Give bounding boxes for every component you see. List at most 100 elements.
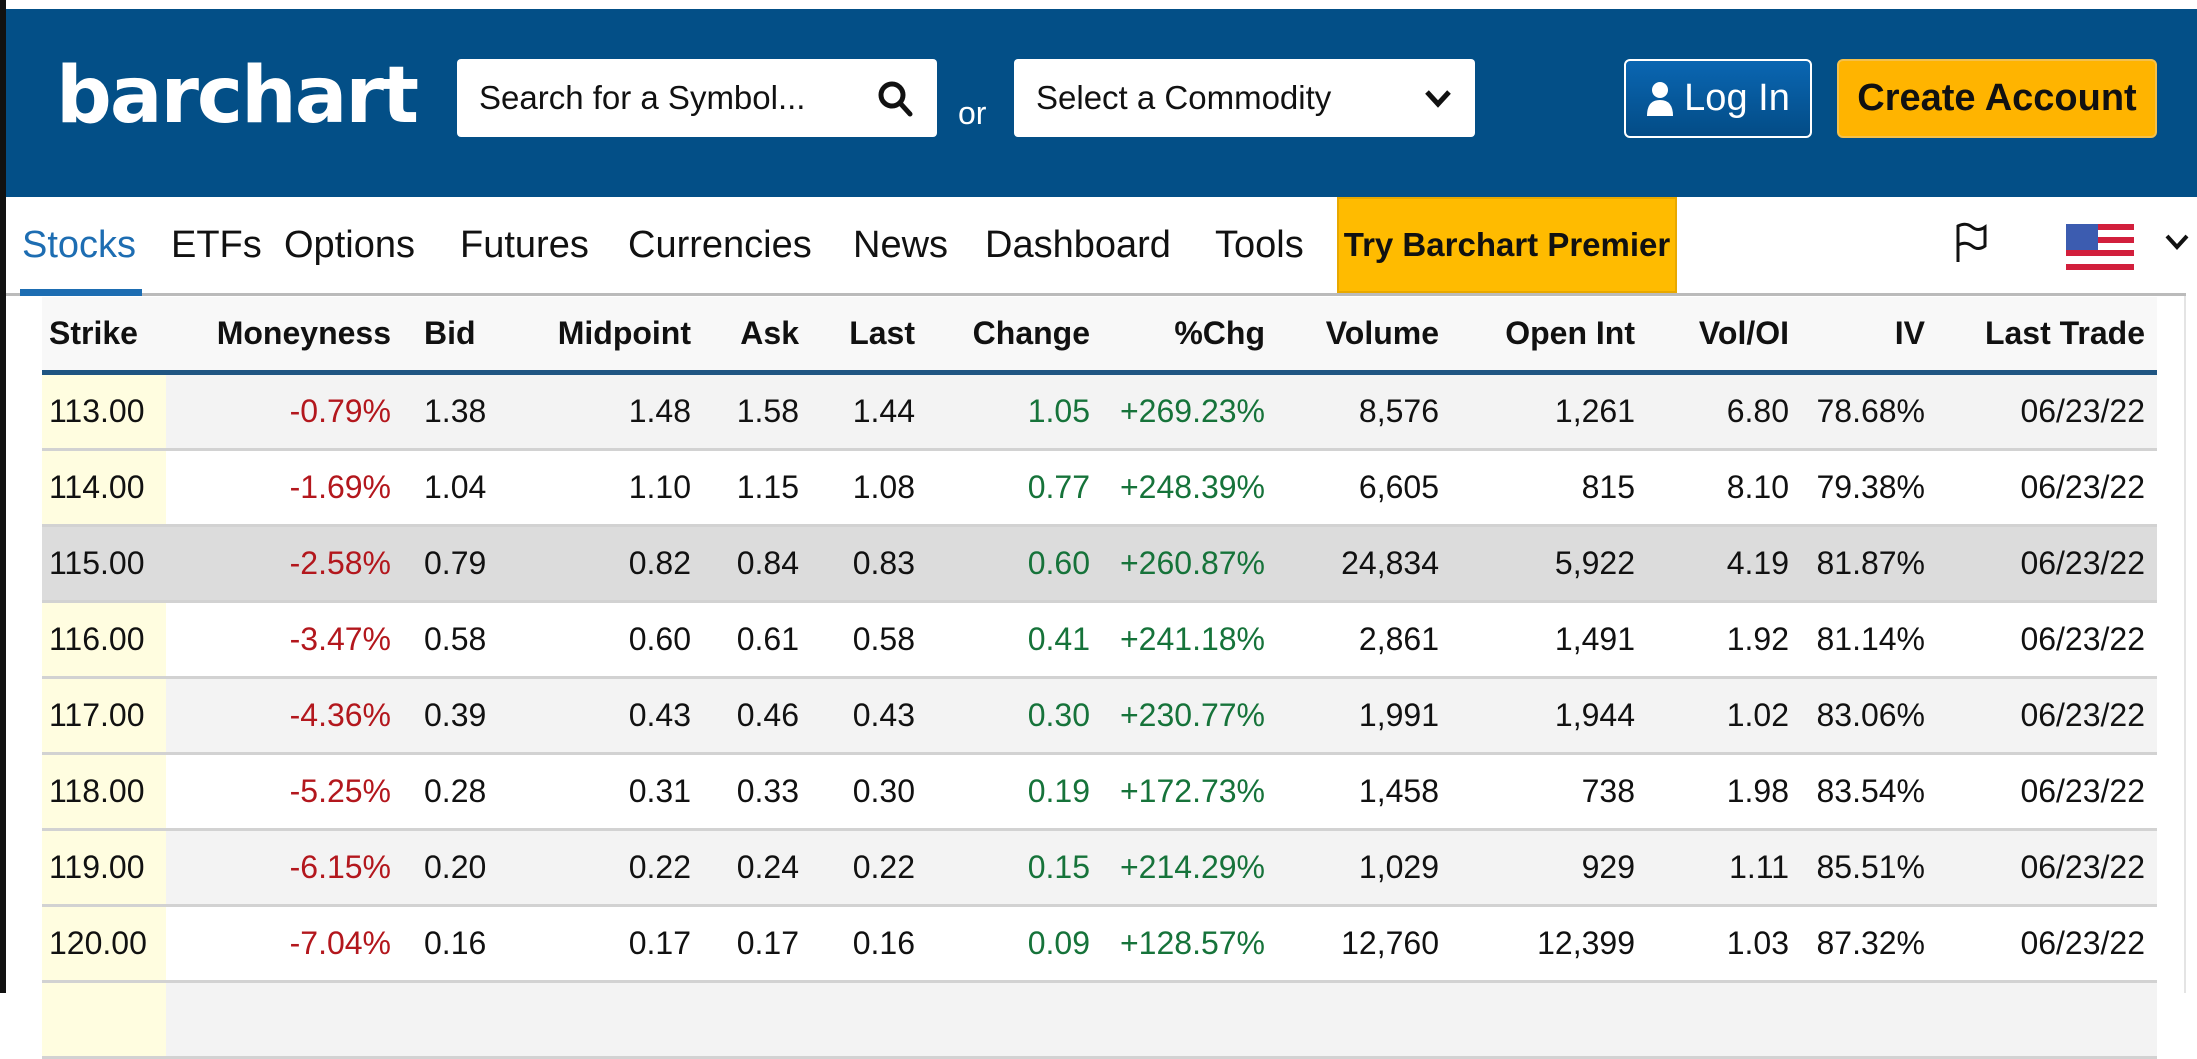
last-header[interactable]: Last <box>849 315 915 351</box>
open-int-cell: 5,922 <box>1554 545 1635 581</box>
moneyness-header[interactable]: Moneyness <box>216 315 391 351</box>
nav-stocks[interactable]: Stocks <box>22 224 137 266</box>
barchart-logo[interactable]: barchart <box>56 51 419 141</box>
change-header[interactable]: Change <box>972 315 1090 351</box>
volume-cell: 1,029 <box>1358 849 1439 885</box>
table-row[interactable]: 113.00 -0.79% 1.38 1.48 1.58 1.44 1.05 +269.23%… <box>42 375 2157 451</box>
flag-icon[interactable] <box>1954 222 1988 264</box>
us-flag-icon[interactable] <box>2066 224 2134 270</box>
bid-cell: 0.39 <box>424 697 487 733</box>
table-row[interactable]: 115.00 -2.58% 0.79 0.82 0.84 0.83 0.60 +260.87%… <box>42 527 2157 603</box>
pct-change-cell: +230.77% <box>1119 697 1265 733</box>
change-cell: 0.19 <box>1027 773 1090 809</box>
try-premier-button[interactable]: Try Barchart Premier <box>1337 197 1677 293</box>
table-row[interactable]: 120.00 -7.04% 0.16 0.17 0.17 0.16 0.09 +128.57%… <box>42 907 2157 983</box>
vol-oi-cell: 1.92 <box>1726 621 1789 657</box>
search-icon[interactable] <box>875 78 915 118</box>
nav-currencies[interactable]: Currencies <box>628 224 812 266</box>
vol-oi-cell: 1.03 <box>1726 925 1789 961</box>
volume-cell: 24,834 <box>1341 545 1439 581</box>
ask-cell: 1.58 <box>736 393 799 429</box>
midpoint-cell: 0.31 <box>628 773 691 809</box>
last-trade-cell: 06/23/22 <box>2020 925 2145 961</box>
volume-cell: 2,861 <box>1358 621 1439 657</box>
open-int-cell: 815 <box>1581 469 1635 505</box>
strike-cell: 117.00 <box>49 697 145 733</box>
ask-cell: 0.33 <box>736 773 799 809</box>
nav-news[interactable]: News <box>853 224 949 266</box>
strike-cell: 115.00 <box>49 545 145 581</box>
nav-etfs[interactable]: ETFs <box>171 224 262 266</box>
strike-cell: 120.00 <box>49 925 147 961</box>
strike-highlight <box>42 831 166 904</box>
or-label: or <box>958 95 987 131</box>
ask-cell: 0.24 <box>736 849 799 885</box>
login-button[interactable]: Log In <box>1624 59 1812 138</box>
pct-change-cell: +214.29% <box>1119 849 1265 885</box>
create-account-button[interactable]: Create Account <box>1837 59 2157 138</box>
nav-futures[interactable]: Futures <box>460 224 589 266</box>
strike-cell: 118.00 <box>49 773 145 809</box>
open-int-cell: 12,399 <box>1537 925 1635 961</box>
ask-header[interactable]: Ask <box>740 315 799 351</box>
strike-highlight <box>42 755 166 828</box>
open-int-cell: 738 <box>1581 773 1635 809</box>
iv-header[interactable]: IV <box>1894 315 1925 351</box>
pct-change-cell: +172.73% <box>1119 773 1265 809</box>
strike-header[interactable]: Strike <box>49 315 138 351</box>
moneyness-cell: -6.15% <box>289 849 391 885</box>
iv-cell: 78.68% <box>1816 393 1925 429</box>
open-int-header[interactable]: Open Int <box>1505 315 1635 351</box>
symbol-search-input[interactable]: Search for a Symbol... <box>457 59 937 137</box>
midpoint-cell: 1.48 <box>628 393 691 429</box>
pct-change-cell: +128.57% <box>1119 925 1265 961</box>
nav-options[interactable]: Options <box>284 224 415 266</box>
bid-header[interactable]: Bid <box>424 315 476 351</box>
table-row[interactable]: 116.00 -3.47% 0.58 0.60 0.61 0.58 0.41 +241.18%… <box>42 603 2157 679</box>
volume-cell: 12,760 <box>1341 925 1439 961</box>
table-row[interactable] <box>42 983 2157 1059</box>
vol-oi-header[interactable]: Vol/OI <box>1698 315 1789 351</box>
vol-oi-cell: 6.80 <box>1726 393 1789 429</box>
options-table: Strike Moneyness Bid Midpoint Ask Last Change%… <box>42 297 2157 1059</box>
strike-cell: 119.00 <box>49 849 145 885</box>
last-cell: 0.16 <box>852 925 915 961</box>
table-row[interactable]: 119.00 -6.15% 0.20 0.22 0.24 0.22 0.15 +214.29%… <box>42 831 2157 907</box>
iv-cell: 81.87% <box>1816 545 1925 581</box>
pct-change-header[interactable]: %Chg <box>1174 315 1265 351</box>
vol-oi-cell: 1.98 <box>1726 773 1789 809</box>
iv-cell: 85.51% <box>1816 849 1925 885</box>
volume-cell: 1,991 <box>1358 697 1439 733</box>
commodity-placeholder: Select a Commodity <box>1036 79 1332 116</box>
volume-header[interactable]: Volume <box>1325 315 1439 351</box>
open-int-cell: 1,944 <box>1554 697 1635 733</box>
table-row[interactable]: 114.00 -1.69% 1.04 1.10 1.15 1.08 0.77 +248.39%… <box>42 451 2157 527</box>
bid-cell: 0.58 <box>424 621 487 657</box>
last-cell: 0.83 <box>852 545 915 581</box>
last-cell: 0.30 <box>852 773 915 809</box>
last-trade-cell: 06/23/22 <box>2020 621 2145 657</box>
user-icon <box>1647 81 1674 116</box>
window-edge <box>0 0 6 993</box>
midpoint-cell: 0.43 <box>628 697 691 733</box>
ask-cell: 0.17 <box>736 925 799 961</box>
nav-dashboard[interactable]: Dashboard <box>985 224 1171 266</box>
pct-change-cell: +248.39% <box>1119 469 1265 505</box>
table-row[interactable]: 117.00 -4.36% 0.39 0.43 0.46 0.43 0.30 +230.77%… <box>42 679 2157 755</box>
midpoint-header[interactable]: Midpoint <box>557 315 691 351</box>
strike-highlight <box>42 375 166 448</box>
last-trade-cell: 06/23/22 <box>2020 545 2145 581</box>
nav-tools[interactable]: Tools <box>1215 224 1304 266</box>
volume-cell: 6,605 <box>1358 469 1439 505</box>
pct-change-cell: +241.18% <box>1119 621 1265 657</box>
chevron-down-icon[interactable] <box>2164 232 2190 252</box>
midpoint-cell: 1.10 <box>628 469 691 505</box>
midpoint-cell: 0.22 <box>628 849 691 885</box>
last-trade-header[interactable]: Last Trade <box>1984 315 2145 351</box>
last-cell: 1.08 <box>852 469 915 505</box>
change-cell: 0.77 <box>1027 469 1090 505</box>
table-row[interactable]: 118.00 -5.25% 0.28 0.31 0.33 0.30 0.19 +172.73%… <box>42 755 2157 831</box>
commodity-select[interactable]: Select a Commodity <box>1014 59 1475 137</box>
ask-cell: 1.15 <box>736 469 799 505</box>
moneyness-cell: -5.25% <box>289 773 391 809</box>
